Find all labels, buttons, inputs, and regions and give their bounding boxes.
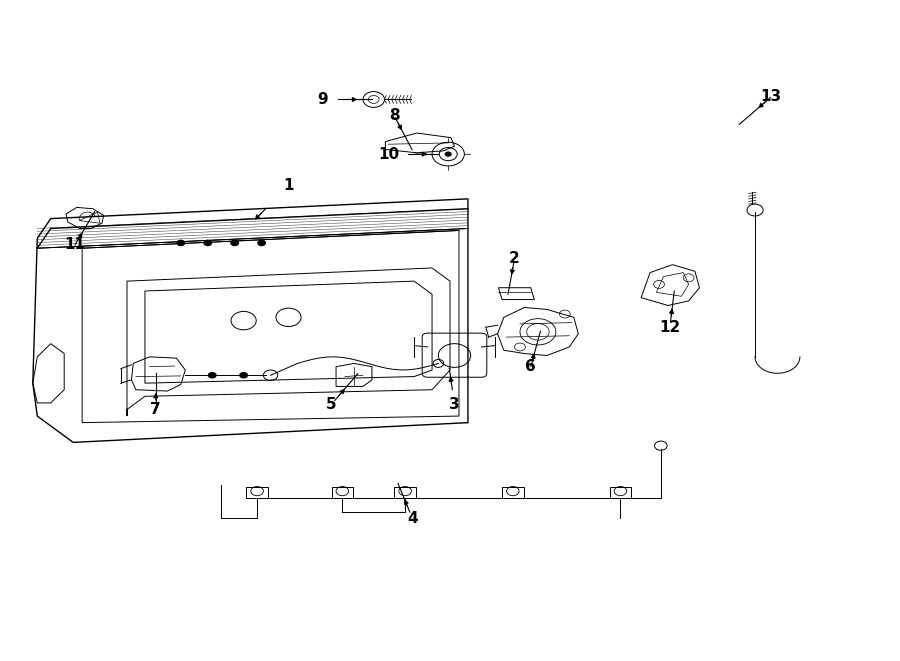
Text: 11: 11 <box>65 237 86 253</box>
Text: 12: 12 <box>659 320 680 334</box>
Circle shape <box>208 372 217 379</box>
Circle shape <box>257 240 266 247</box>
Text: 5: 5 <box>327 397 337 412</box>
Text: 4: 4 <box>407 510 418 525</box>
Text: 6: 6 <box>526 359 536 374</box>
Circle shape <box>203 240 212 247</box>
Circle shape <box>445 151 452 157</box>
Text: 1: 1 <box>284 178 293 193</box>
Text: 2: 2 <box>509 251 520 266</box>
Text: 9: 9 <box>318 92 328 107</box>
Circle shape <box>239 372 248 379</box>
Text: 10: 10 <box>378 147 400 161</box>
Text: 8: 8 <box>389 108 400 124</box>
Text: 13: 13 <box>760 89 782 104</box>
Text: 3: 3 <box>449 397 460 412</box>
Text: 7: 7 <box>150 402 161 417</box>
Circle shape <box>176 240 185 247</box>
Circle shape <box>230 240 239 247</box>
